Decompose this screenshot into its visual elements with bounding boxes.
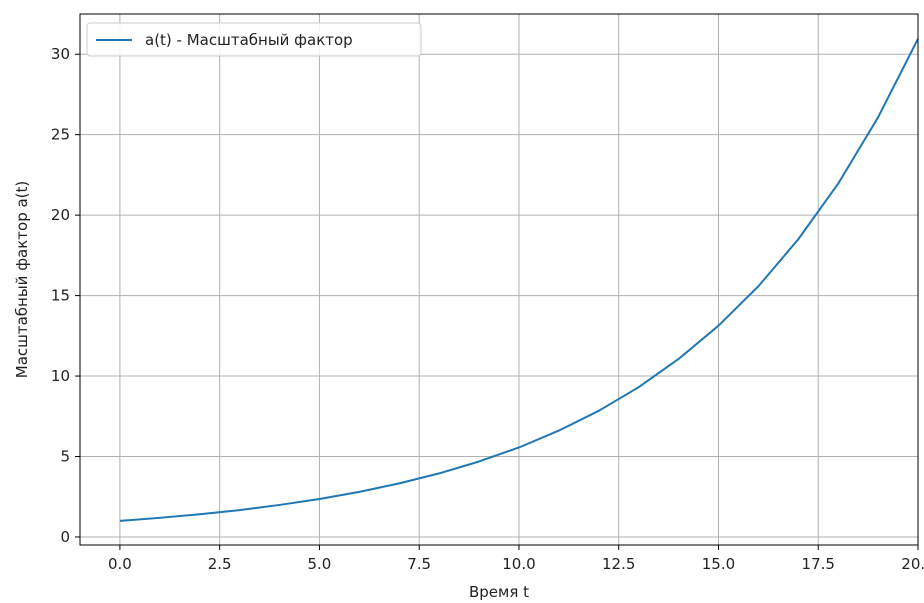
x-tick-label: 2.5: [208, 555, 232, 573]
x-axis-label: Время t: [469, 583, 529, 601]
y-tick-label: 0: [60, 528, 70, 546]
grid: [80, 14, 919, 545]
x-tick-label: 12.5: [602, 555, 635, 573]
ticks: 0.0 2.5 5.0 7.5 10.0 12.5 15.0 17.5 20.0 0 5 10 15 20…: [51, 45, 924, 573]
y-tick-label: 15: [51, 287, 70, 305]
x-tick-label: 10.0: [502, 555, 535, 573]
legend: a(t) - Масштабный фактор: [86, 22, 422, 57]
axes-frame: [79, 13, 919, 546]
y-tick-label: 20: [51, 206, 70, 224]
y-tick-label: 25: [51, 126, 70, 144]
plot-area: [119, 38, 919, 522]
legend-box: [86, 22, 422, 57]
x-tick-label: 20.0: [901, 555, 924, 573]
series-line-0: [119, 38, 919, 522]
x-tick-label: 5.0: [307, 555, 331, 573]
y-tick-label: 5: [60, 448, 70, 466]
y-tick-label: 30: [51, 45, 70, 63]
x-tick-label: 17.5: [802, 555, 835, 573]
legend-label: a(t) - Масштабный фактор: [145, 31, 353, 49]
y-tick-label: 10: [51, 367, 70, 385]
x-tick-label: 15.0: [702, 555, 735, 573]
y-axis-label: Масштабный фактор a(t): [13, 181, 31, 379]
x-tick-label: 7.5: [407, 555, 431, 573]
x-tick-label: 0.0: [108, 555, 132, 573]
